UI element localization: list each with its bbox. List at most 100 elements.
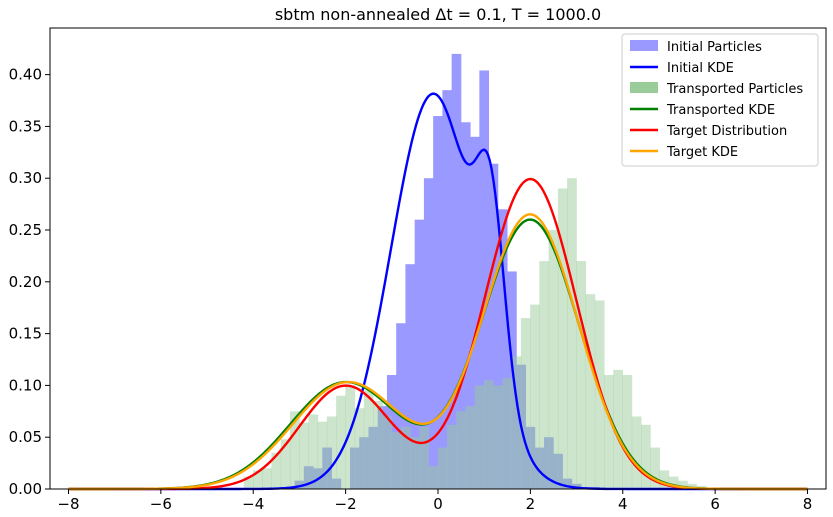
legend-box (621, 33, 819, 167)
histogram-bar (631, 416, 642, 489)
histogram-bar (557, 188, 568, 489)
chart-title: sbtm non-annealed Δt = 0.1, T = 1000.0 (275, 5, 601, 24)
histogram-bar (650, 447, 660, 489)
histogram-initial-particles (294, 53, 610, 490)
histogram-bar (428, 466, 439, 489)
histogram-bar (326, 416, 337, 489)
histogram-transported-particles (243, 178, 707, 489)
histogram-bar (433, 116, 443, 489)
histogram-bar (391, 432, 402, 489)
y-tick-label: 0.25 (9, 221, 42, 239)
legend-label: Initial Particles (667, 40, 762, 55)
histogram-bar (502, 378, 513, 489)
histogram-bar (396, 323, 406, 489)
histogram-bar (405, 264, 416, 489)
legend-entry: Target Distribution (630, 124, 787, 139)
histogram-bar (345, 385, 356, 489)
y-tick-label: 0.05 (9, 428, 42, 446)
histogram-bar (280, 439, 291, 489)
histogram-bar (410, 437, 420, 489)
histogram-bar (483, 380, 494, 489)
histogram-bar (451, 53, 462, 490)
histogram-bar (576, 261, 587, 489)
histogram-bar (363, 390, 374, 489)
histogram-bar (419, 426, 429, 489)
histogram-bar (677, 480, 688, 489)
histogram-bar (271, 452, 282, 489)
histogram-bar (520, 318, 531, 489)
x-tick-label: 6 (710, 495, 720, 513)
histogram-bar (456, 411, 466, 489)
x-axis: −8 −6 −4 −2 0 2 4 6 8 (57, 489, 812, 513)
legend-swatch (630, 40, 658, 51)
line-target-kde (68, 213, 808, 491)
y-tick-label: 0.30 (9, 169, 42, 187)
histogram-bar (470, 136, 480, 489)
y-tick-label: 0.35 (9, 117, 42, 135)
y-tick-label: 0.20 (9, 273, 42, 291)
histogram-bar (308, 414, 319, 489)
histogram-bar (423, 178, 434, 489)
histogram-bar (604, 375, 614, 489)
histogram-bar (474, 385, 485, 489)
y-tick-label: 0.15 (9, 325, 42, 343)
x-tick-label: −6 (150, 495, 172, 513)
legend: Initial Particles Initial KDE Transported … (621, 33, 819, 167)
plot-area: −8 −6 −4 −2 0 2 4 6 8 0.000.050.100.150.200.250.… (9, 27, 827, 513)
histogram-bar (460, 122, 471, 490)
histogram-bar (479, 70, 490, 489)
legend-label: Transported Particles (666, 82, 803, 97)
histogram-bar (488, 163, 499, 489)
histogram-bar (511, 356, 522, 489)
legend-entry: Initial Particles (630, 40, 762, 55)
y-tick-label: 0.10 (9, 376, 42, 394)
histogram-bar (382, 416, 393, 489)
y-tick-label: 0.00 (9, 480, 42, 498)
histogram-bar (567, 178, 577, 489)
histogram-bar (447, 424, 457, 489)
histogram-bar (442, 90, 453, 489)
x-tick-label: −4 (242, 495, 264, 513)
x-tick-label: −2 (335, 495, 357, 513)
x-tick-label: 8 (803, 495, 813, 513)
histogram-bar (659, 470, 670, 489)
histogram-bar (465, 406, 476, 489)
histogram-bar (497, 209, 508, 490)
histogram-bar (548, 230, 559, 489)
histogram-bar (668, 476, 679, 489)
legend-label: Transported KDE (666, 103, 775, 118)
histogram-bar (299, 422, 309, 489)
legend-entry: Transported KDE (630, 103, 775, 118)
histogram-bar (253, 470, 263, 489)
histogram-bar (400, 426, 411, 489)
x-tick-label: 4 (618, 495, 628, 513)
legend-entry: Initial KDE (630, 61, 734, 76)
histogram-bar (414, 219, 425, 489)
histogram-bar (317, 421, 328, 489)
x-tick-label: 2 (526, 495, 536, 513)
legend-label: Target Distribution (666, 124, 787, 139)
histogram-layer (243, 53, 707, 490)
histogram-bar (530, 304, 540, 489)
x-tick-label: 0 (433, 495, 443, 513)
legend-entry: Target KDE (630, 145, 738, 160)
histogram-bar (641, 424, 651, 489)
x-tick-label: −8 (57, 495, 79, 513)
histogram-bar (262, 468, 272, 489)
histogram-bar (493, 385, 503, 489)
legend-label: Initial KDE (667, 61, 734, 76)
y-tick-label: 0.40 (9, 66, 42, 84)
histogram-bar (289, 411, 300, 489)
legend-label: Target KDE (666, 145, 738, 160)
histogram-bar (243, 476, 254, 489)
histogram-bar (539, 261, 550, 489)
histogram-bar (687, 483, 697, 489)
histogram-bar (437, 447, 448, 489)
legend-swatch (630, 82, 658, 93)
histogram-bar (336, 395, 346, 489)
histogram-bar (373, 400, 383, 489)
legend-entry: Transported Particles (630, 82, 803, 97)
histogram-bar (585, 294, 596, 489)
y-axis: 0.00 0.05 0.10 0.15 0.20 0.25 0.30 0.35 0.40 (9, 66, 50, 498)
